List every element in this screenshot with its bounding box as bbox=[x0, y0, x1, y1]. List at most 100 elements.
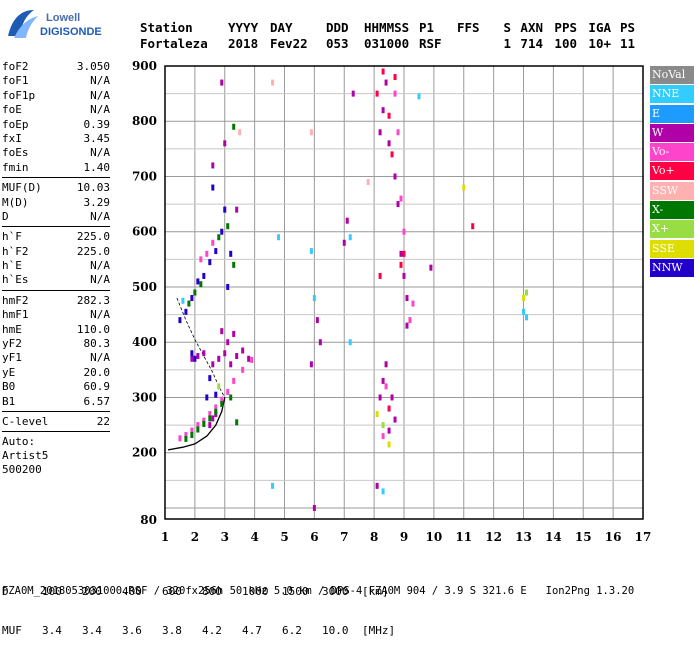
echo-point-w bbox=[402, 272, 406, 279]
echo-point-w bbox=[223, 350, 227, 357]
echo-point-w bbox=[220, 79, 224, 86]
echo-point-w bbox=[393, 416, 397, 423]
echo-point-nne bbox=[309, 248, 313, 255]
header-row2-cell: 2018 bbox=[228, 36, 259, 51]
echo-point-x- bbox=[232, 123, 236, 130]
footer-value: 400 bbox=[122, 585, 142, 598]
echo-point-nnw bbox=[190, 350, 194, 357]
logo-swoosh-inner-icon bbox=[14, 16, 38, 38]
header-row1-cell: IGA bbox=[588, 20, 611, 35]
param-value: 225.0 bbox=[76, 244, 110, 258]
x-tick-label: 4 bbox=[250, 530, 258, 544]
echo-point-nne bbox=[181, 297, 185, 304]
x-tick-label: 6 bbox=[310, 530, 318, 544]
param-row: yF1 N/A bbox=[2, 351, 110, 365]
echo-point-x- bbox=[217, 234, 221, 241]
echo-point-vo- bbox=[402, 228, 406, 235]
auto-line: Artist5 bbox=[2, 449, 49, 463]
distance-row: D 100 200 400 600 800 1000 1500 3000 [km] bbox=[2, 585, 402, 598]
echo-point-nnw bbox=[205, 394, 209, 401]
param-row: h`F 225.0 bbox=[2, 230, 110, 244]
param-label: h`F bbox=[2, 230, 22, 244]
legend-item-w: W bbox=[650, 123, 694, 142]
param-label: B1 bbox=[2, 394, 16, 408]
echo-points bbox=[178, 68, 528, 511]
echo-point-w bbox=[318, 339, 322, 346]
echo-point-w bbox=[208, 422, 212, 429]
echo-point-w bbox=[396, 201, 400, 208]
echo-point-vo- bbox=[399, 261, 403, 268]
param-row: foF1 N/A bbox=[2, 74, 110, 88]
muf-table: D 100 200 400 600 800 1000 1500 3000 [km] MUF 3.4 3… bbox=[2, 559, 402, 650]
header-row1-cell: FFS bbox=[457, 20, 480, 35]
header-row2-cell: RSF bbox=[419, 36, 442, 51]
param-value: 60.9 bbox=[83, 380, 111, 394]
param-value: 225.0 bbox=[76, 230, 110, 244]
param-label: foEs bbox=[2, 146, 29, 160]
header-row1-cell: PS bbox=[619, 20, 635, 35]
echo-point-w bbox=[342, 239, 346, 246]
x-tick-label: 17 bbox=[635, 530, 652, 544]
echo-point-w bbox=[405, 322, 409, 329]
param-label: fmin bbox=[2, 160, 29, 174]
param-group-clevel: C-level 22 bbox=[2, 415, 110, 429]
echo-point-nnw bbox=[196, 278, 200, 285]
param-row: h`E N/A bbox=[2, 259, 110, 273]
x-tick-label: 14 bbox=[545, 530, 562, 544]
y-tick-label: 400 bbox=[132, 335, 157, 349]
logo-line2: DIGISONDE bbox=[40, 26, 102, 38]
param-value: 6.57 bbox=[83, 394, 111, 408]
param-row: C-level 22 bbox=[2, 415, 110, 429]
echo-point-vo- bbox=[396, 129, 400, 136]
footer-value: 3.8 bbox=[162, 624, 182, 637]
param-row: fmin 1.40 bbox=[2, 161, 110, 175]
echo-point-x- bbox=[217, 383, 221, 390]
param-row: fxI 3.45 bbox=[2, 132, 110, 146]
echo-point-x- bbox=[199, 281, 203, 288]
echo-point-w bbox=[226, 339, 230, 346]
param-value: N/A bbox=[90, 209, 110, 223]
echo-point-vo- bbox=[214, 404, 218, 411]
echo-point-vo- bbox=[393, 90, 397, 97]
x-tick-label: 5 bbox=[280, 530, 288, 544]
param-row: yF2 80.3 bbox=[2, 337, 110, 351]
echo-point-vo- bbox=[402, 250, 406, 257]
header-row1-cell: AXN bbox=[520, 20, 543, 35]
echo-point-nne bbox=[348, 339, 352, 346]
echo-point-w bbox=[345, 217, 349, 224]
param-label: hmF2 bbox=[2, 293, 29, 307]
x-tick-label: 16 bbox=[605, 530, 622, 544]
legend-item-noval: NoVal bbox=[650, 66, 694, 84]
x-tick-label: 15 bbox=[575, 530, 592, 544]
param-label: h`Es bbox=[2, 273, 29, 287]
header-row1-cell: PPS bbox=[554, 20, 577, 35]
echo-point-vo- bbox=[375, 90, 379, 97]
param-label: C-level bbox=[2, 414, 49, 428]
echo-point-vo- bbox=[196, 422, 200, 429]
param-value: N/A bbox=[90, 308, 110, 322]
echo-point-w bbox=[315, 317, 319, 324]
separator bbox=[2, 226, 110, 228]
echo-point-nnw bbox=[184, 308, 188, 315]
echo-point-nne bbox=[524, 314, 528, 321]
y-tick-label: 900 bbox=[132, 59, 157, 73]
footer-value: 200 bbox=[82, 585, 102, 598]
echo-point-w bbox=[220, 328, 224, 335]
footer-value: 3000 bbox=[322, 585, 349, 598]
logo-line1: Lowell bbox=[46, 12, 80, 24]
echo-point-nnw bbox=[220, 228, 224, 235]
param-value: N/A bbox=[90, 103, 110, 117]
echo-point-nne bbox=[271, 482, 275, 489]
echo-point-vo- bbox=[384, 383, 388, 390]
echo-point-vo- bbox=[220, 396, 224, 403]
x-tick-label: 9 bbox=[400, 530, 408, 544]
echo-point-nnw bbox=[178, 317, 182, 324]
echo-point-vo- bbox=[190, 427, 194, 434]
echo-point-vo- bbox=[208, 411, 212, 418]
y-tick-label: 700 bbox=[132, 169, 157, 183]
x-tick-label: 2 bbox=[191, 530, 199, 544]
echo-point-ssw bbox=[238, 129, 242, 136]
param-value: 10.03 bbox=[76, 181, 110, 195]
separator bbox=[2, 289, 110, 291]
plot-axes: 1 2 3 4 5 6 7 8 9 10 11 12 13 14 15 16 17200300400500600… bbox=[132, 59, 651, 544]
